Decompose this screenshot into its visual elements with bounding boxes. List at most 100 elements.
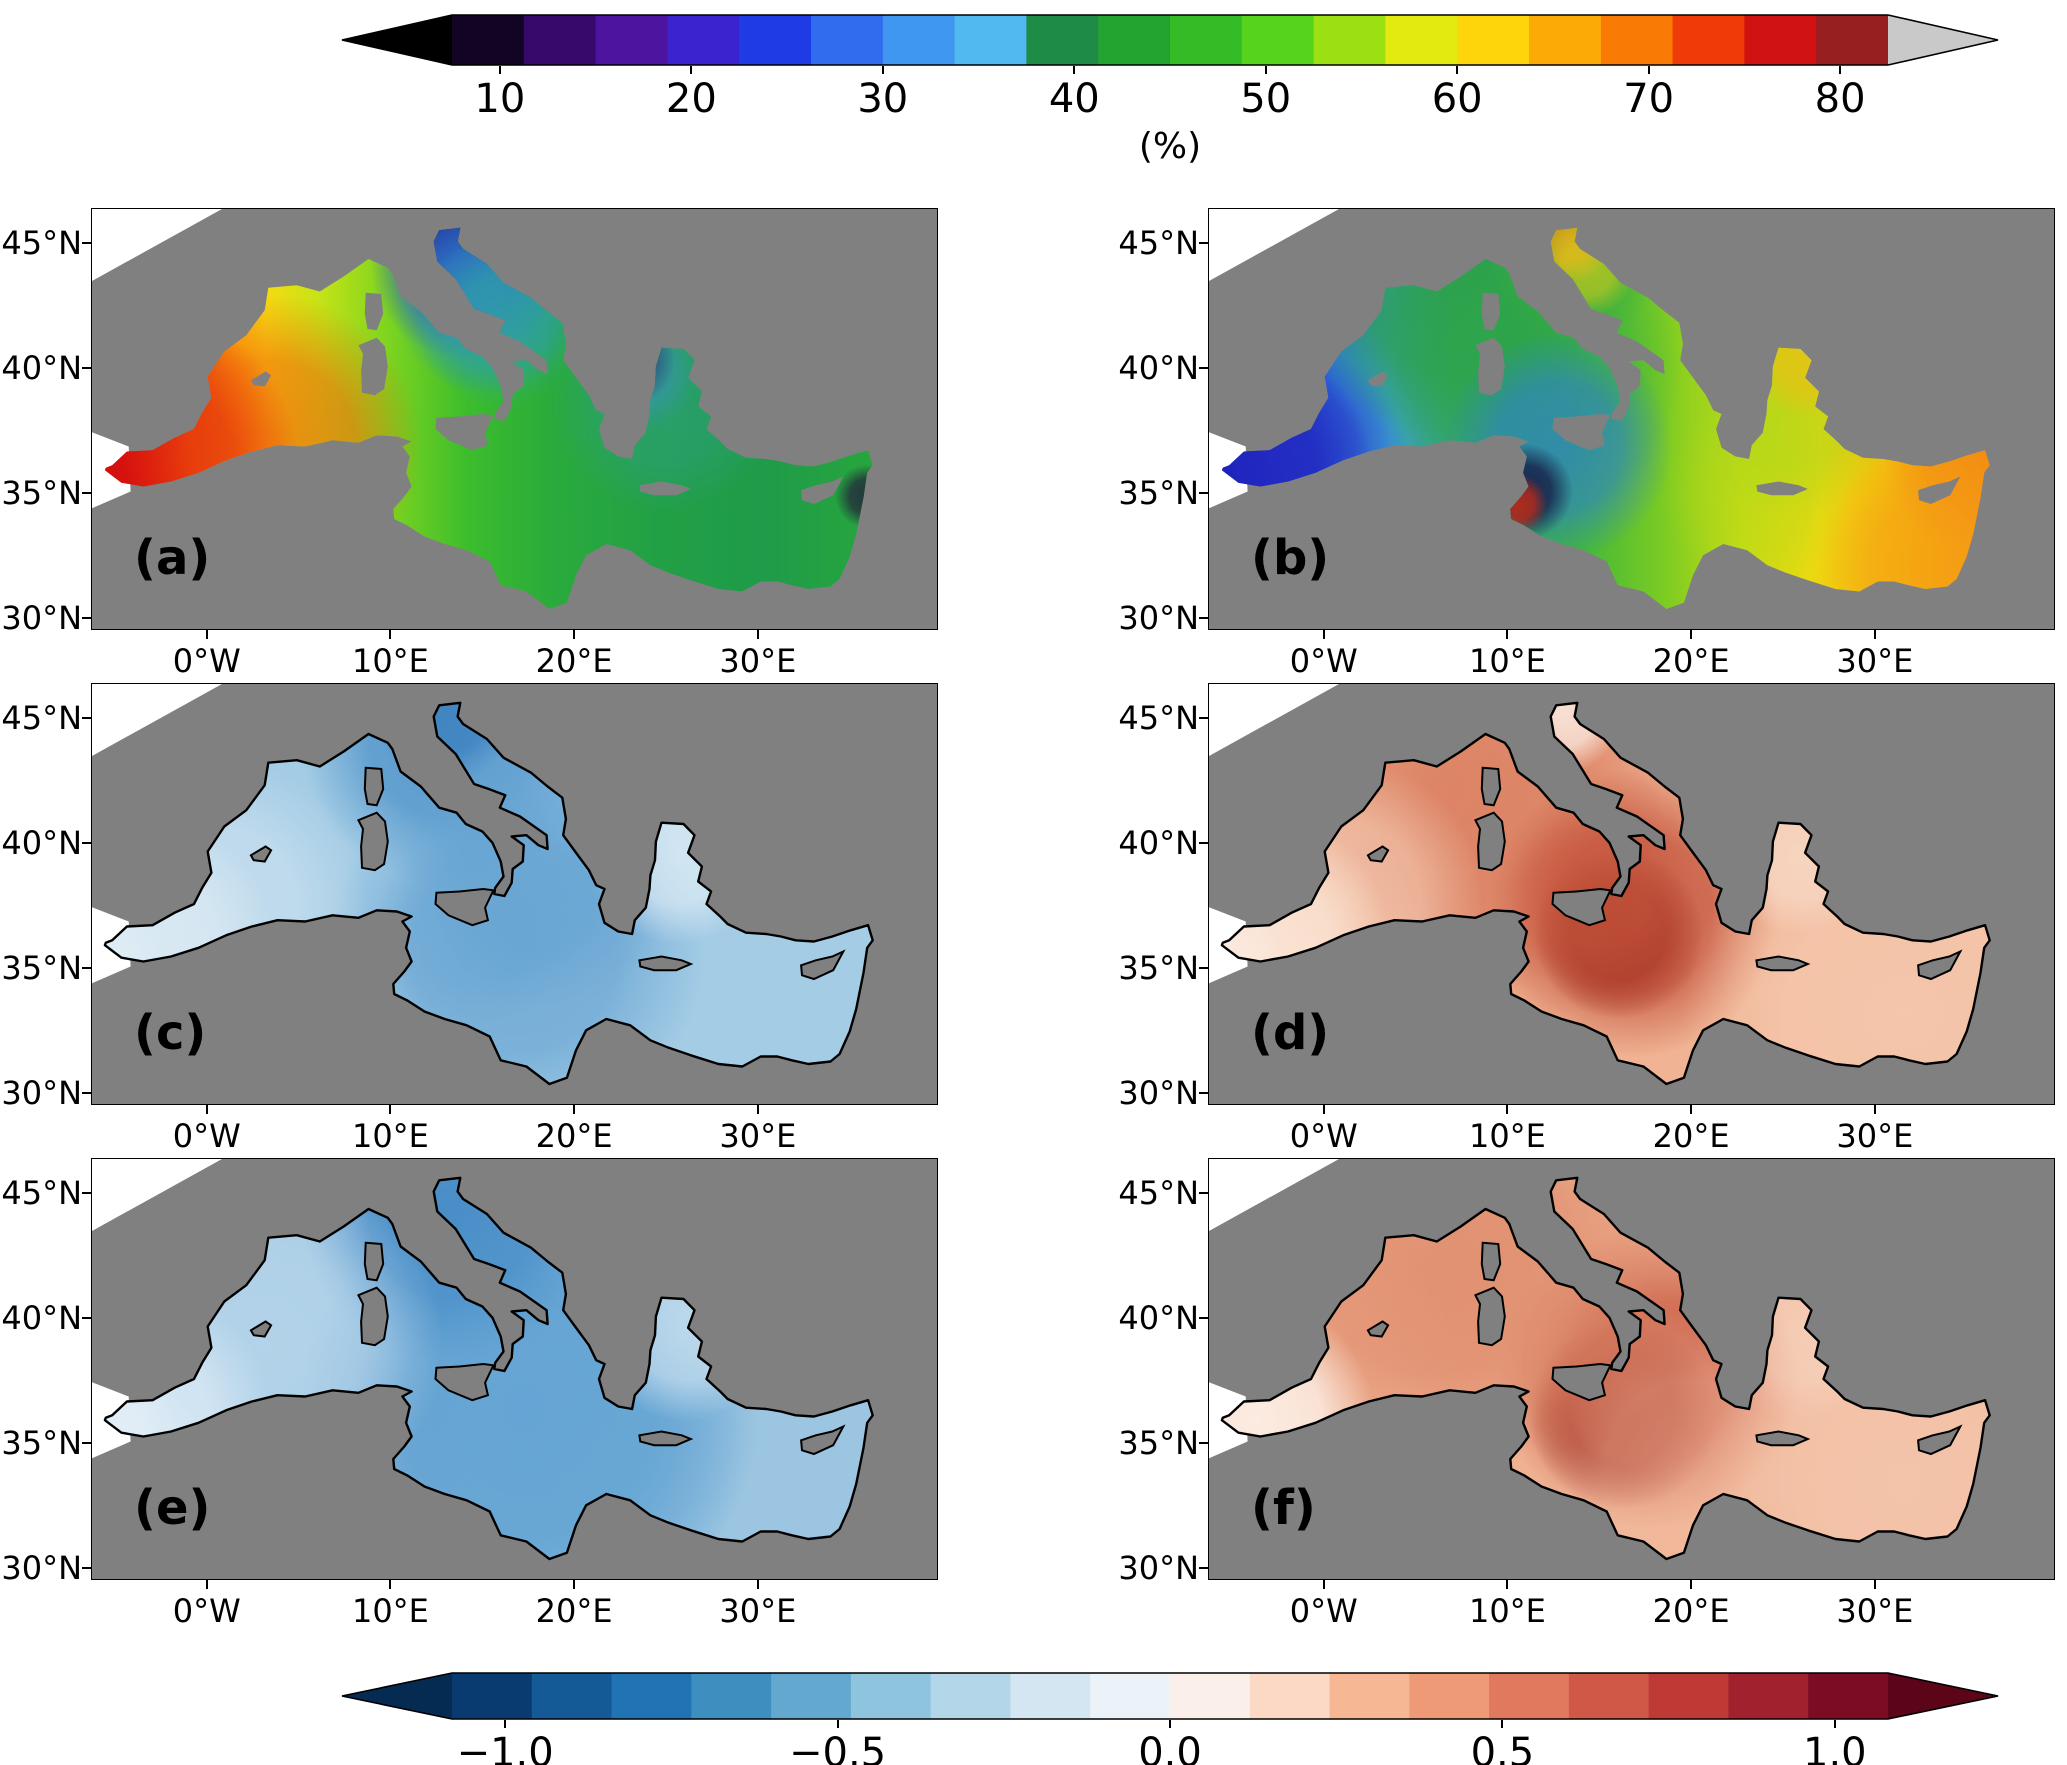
y-tick-label: 35°N [1,1424,82,1462]
x-tick-label: 0°W [172,1117,241,1155]
tick-mark [1501,1720,1504,1728]
tick-mark [1506,630,1509,639]
tick-mark [498,66,501,74]
x-tick-label: 20°E [1652,1592,1730,1630]
x-tick-label: 30°E [719,642,797,680]
tick-mark [573,630,576,639]
tick-mark [756,1105,759,1114]
map-panel-d: (d) 0°W 10°E 20°E 30°E 45°N 40°N 35°N 30°N [1113,683,2067,1173]
panel-label-b: (b) [1251,530,1330,586]
y-tick-label: 45°N [1,1174,82,1212]
tick-mark [1690,630,1693,639]
colorbar-tick-label: −0.5 [789,1730,887,1765]
colorbar-tick-label: 70 [1623,76,1675,122]
tick-mark [1199,1567,1208,1569]
colorbar-tick-label: 10 [474,76,526,122]
tick-mark [1199,242,1208,244]
colorbar-tick-label: 0.5 [1470,1730,1535,1765]
colorbar-tick-label: 40 [1048,76,1100,122]
x-tick-label: 0°W [172,1592,241,1630]
tick-mark [1199,717,1208,719]
tick-mark [1456,66,1459,74]
map-d [1208,683,2055,1105]
colorbar-bottom: −1.0 −0.5 0.0 0.5 1.0 [340,1672,2000,1765]
x-tick-label: 10°E [351,1592,429,1630]
tick-mark [1506,1105,1509,1114]
x-tick-label: 30°E [719,1117,797,1155]
y-tick-label: 40°N [1118,1299,1199,1337]
tick-mark [1839,66,1842,74]
y-tick-label: 45°N [1,224,82,262]
y-tick-label: 40°N [1,824,82,862]
tick-mark [205,1580,208,1589]
tick-mark [205,630,208,639]
tick-mark [1199,967,1208,969]
colorbar-tick-label: 50 [1240,76,1292,122]
tick-mark [389,630,392,639]
tick-mark [1506,1580,1509,1589]
x-tick-label: 30°E [719,1592,797,1630]
tick-mark [1264,66,1267,74]
tick-mark [82,492,91,494]
tick-mark [82,367,91,369]
colorbar-tick-label: 80 [1814,76,1866,122]
tick-mark [82,1092,91,1094]
tick-mark [504,1720,507,1728]
y-tick-label: 30°N [1118,1074,1199,1112]
y-tick-label: 35°N [1118,474,1199,512]
tick-mark [573,1580,576,1589]
x-tick-label: 10°E [1468,1117,1546,1155]
tick-mark [1073,66,1076,74]
panel-label-f: (f) [1251,1480,1316,1536]
tick-mark [1199,1442,1208,1444]
tick-mark [389,1105,392,1114]
map-c [91,683,938,1105]
tick-mark [82,1317,91,1319]
x-tick-label: 20°E [1652,642,1730,680]
colorbar-top-unit-label: (%) [1138,126,1202,167]
map-a [91,208,938,630]
y-tick-label: 30°N [1,599,82,637]
x-tick-label: 0°W [1289,642,1358,680]
x-tick-label: 20°E [535,642,613,680]
tick-mark [1199,1192,1208,1194]
map-f [1208,1158,2055,1580]
tick-mark [1199,1092,1208,1094]
y-tick-label: 40°N [1118,824,1199,862]
x-tick-label: 30°E [1836,1592,1914,1630]
map-panel-e: (e) 0°W 10°E 20°E 30°E 45°N 40°N 35°N 30°N [0,1158,996,1648]
tick-mark [82,1192,91,1194]
map-panel-c: (c) 0°W 10°E 20°E 30°E 45°N 40°N 35°N 30°N [0,683,996,1173]
tick-mark [1873,630,1876,639]
tick-mark [1322,1580,1325,1589]
y-tick-label: 45°N [1118,224,1199,262]
tick-mark [756,630,759,639]
y-tick-label: 30°N [1118,1549,1199,1587]
y-tick-label: 45°N [1,699,82,737]
tick-mark [1647,66,1650,74]
y-tick-label: 35°N [1118,1424,1199,1462]
tick-mark [1322,630,1325,639]
tick-mark [205,1105,208,1114]
colorbar-tick-label: 1.0 [1803,1730,1867,1765]
map-panel-b: (b) 0°W 10°E 20°E 30°E 45°N 40°N 35°N 30°N [1113,208,2067,698]
colorbar-tick-label: 20 [665,76,717,122]
x-tick-label: 20°E [535,1592,613,1630]
colorbar-tick-label: 60 [1431,76,1483,122]
tick-mark [1199,842,1208,844]
x-tick-label: 30°E [1836,1117,1914,1155]
tick-mark [690,66,693,74]
x-tick-label: 10°E [1468,642,1546,680]
y-tick-label: 40°N [1,349,82,387]
tick-mark [1690,1580,1693,1589]
panel-label-d: (d) [1251,1005,1330,1061]
tick-mark [1690,1105,1693,1114]
panel-label-e: (e) [134,1480,211,1536]
tick-mark [82,242,91,244]
cbar-top-gradient [341,14,1999,66]
tick-mark [82,842,91,844]
map-panel-f: (f) 0°W 10°E 20°E 30°E 45°N 40°N 35°N 30°N [1113,1158,2067,1648]
map-e [91,1158,938,1580]
